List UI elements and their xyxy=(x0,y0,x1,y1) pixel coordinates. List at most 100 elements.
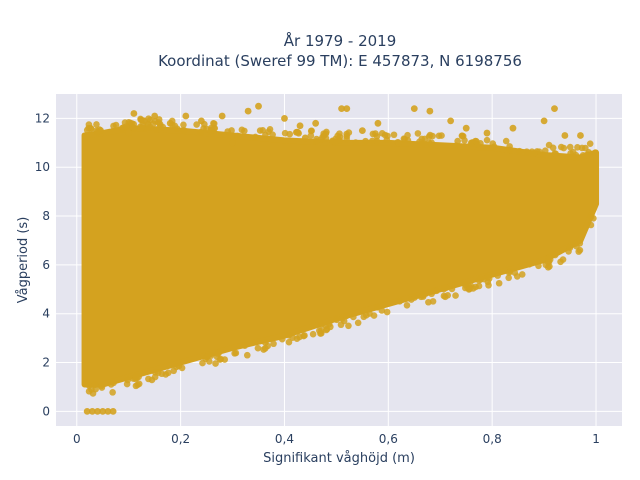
y-tick-labels: 0 2 4 6 8 10 12 xyxy=(35,111,50,418)
data-point xyxy=(551,105,558,113)
data-point xyxy=(104,407,112,415)
data-point xyxy=(358,127,366,135)
data-point xyxy=(484,273,492,281)
data-point xyxy=(429,298,437,305)
data-point xyxy=(93,128,101,136)
data-point xyxy=(535,262,542,270)
data-point xyxy=(442,284,450,291)
data-point xyxy=(576,240,584,247)
y-tick-label: 4 xyxy=(42,307,50,321)
data-point xyxy=(254,344,262,352)
data-point xyxy=(447,117,455,125)
data-point xyxy=(433,287,440,295)
data-point xyxy=(85,382,93,389)
data-point xyxy=(301,134,309,142)
data-point xyxy=(466,285,474,293)
data-point xyxy=(525,260,533,268)
data-point xyxy=(560,144,568,152)
data-point xyxy=(269,131,276,138)
data-point xyxy=(373,137,381,145)
data-point xyxy=(490,143,498,150)
x-axis-title: Signifikant våghöjd (m) xyxy=(263,451,415,466)
data-point xyxy=(411,294,418,301)
data-point xyxy=(130,124,138,132)
data-point xyxy=(343,135,350,143)
data-point xyxy=(217,355,225,363)
data-point xyxy=(301,332,308,339)
data-point xyxy=(495,279,503,287)
data-point xyxy=(410,105,418,113)
data-point xyxy=(566,244,574,251)
chart-title-line-2: Koordinat (Sweref 99 TM): E 457873, N 61… xyxy=(158,52,522,70)
data-point xyxy=(243,351,251,359)
data-point xyxy=(336,133,344,141)
data-point xyxy=(338,105,345,113)
data-point xyxy=(109,407,117,415)
data-point xyxy=(255,102,262,110)
data-points xyxy=(81,102,600,415)
data-point xyxy=(518,271,526,278)
data-point xyxy=(586,140,594,147)
x-tick-label: 1 xyxy=(592,432,600,446)
data-point xyxy=(575,248,583,255)
data-point xyxy=(130,110,138,117)
data-point xyxy=(373,303,381,311)
data-point xyxy=(369,137,376,145)
data-point xyxy=(461,281,469,288)
data-point xyxy=(428,139,435,146)
data-point xyxy=(241,342,249,349)
data-point xyxy=(88,407,96,415)
data-point xyxy=(289,334,296,341)
y-tick-label: 8 xyxy=(42,209,50,223)
data-point xyxy=(378,130,386,137)
data-point xyxy=(93,121,100,128)
data-point xyxy=(281,115,288,122)
x-tick-label: 0,2 xyxy=(171,432,190,446)
x-tick-label: 0 xyxy=(73,432,81,446)
data-point xyxy=(541,147,549,154)
data-point xyxy=(210,120,218,127)
data-point xyxy=(483,136,491,144)
data-point xyxy=(286,130,294,138)
data-point xyxy=(502,137,510,145)
point-density-area xyxy=(81,125,600,388)
data-point xyxy=(193,121,200,128)
data-point xyxy=(231,350,238,357)
data-point xyxy=(112,121,120,129)
y-tick-label: 10 xyxy=(35,160,50,174)
data-point xyxy=(256,127,264,134)
data-point xyxy=(390,131,398,139)
data-point xyxy=(261,345,269,352)
data-point xyxy=(545,255,552,262)
data-point xyxy=(110,379,117,387)
data-point xyxy=(345,322,352,330)
data-point xyxy=(383,136,391,144)
data-point xyxy=(523,148,531,155)
data-point xyxy=(577,132,584,139)
data-point xyxy=(448,285,456,293)
data-point xyxy=(574,143,581,151)
data-point xyxy=(462,124,470,132)
data-point xyxy=(420,291,427,299)
data-point xyxy=(164,369,172,377)
data-point xyxy=(452,142,460,149)
data-point xyxy=(561,132,569,139)
data-point xyxy=(229,139,236,147)
data-point xyxy=(592,149,599,156)
data-point xyxy=(146,123,154,131)
data-point xyxy=(582,144,589,152)
data-point xyxy=(135,373,142,381)
data-point xyxy=(506,143,513,150)
data-point xyxy=(383,308,391,316)
data-point xyxy=(546,263,553,270)
data-point xyxy=(138,124,146,131)
data-point xyxy=(587,221,595,229)
data-point xyxy=(294,129,302,136)
data-point xyxy=(421,135,428,143)
data-point xyxy=(509,124,517,132)
data-point xyxy=(477,276,484,283)
data-point xyxy=(270,340,277,348)
data-point xyxy=(370,312,378,319)
data-point xyxy=(94,407,101,415)
chart-title-line-1: År 1979 - 2019 xyxy=(284,31,397,50)
